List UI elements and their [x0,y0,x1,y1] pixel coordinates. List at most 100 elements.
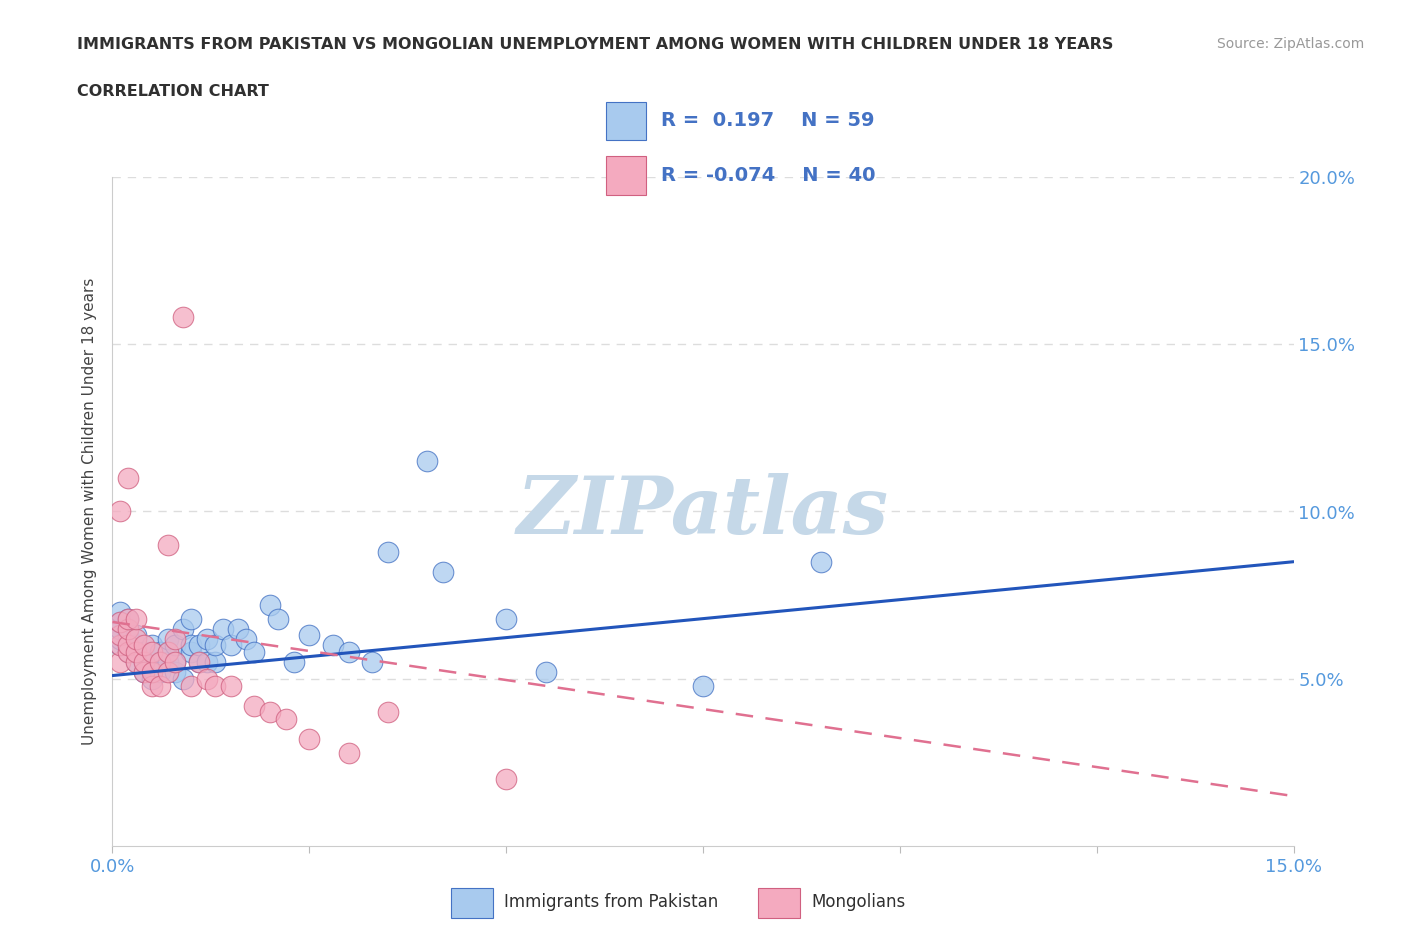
Point [125,628,148,643]
Point [534,665,557,680]
Point [337,745,360,760]
Point [117,621,139,636]
Point [110,628,132,643]
Point [235,631,257,646]
Point [110,655,132,670]
Point [188,655,211,670]
Point [188,638,211,653]
Text: R =  0.197    N = 59: R = 0.197 N = 59 [661,112,875,130]
Point [377,544,399,559]
Point [165,655,187,670]
Point [156,644,179,659]
Bar [606,101,645,140]
Point [132,638,155,653]
Point [141,678,163,693]
Point [219,638,242,653]
Point [172,310,194,325]
Point [416,454,439,469]
Point [132,665,155,680]
Point [141,655,163,670]
Point [149,678,172,693]
Point [125,644,148,659]
Point [117,638,139,653]
Point [243,644,266,659]
Point [180,678,202,693]
Point [132,655,155,670]
Point [110,621,132,636]
Point [195,671,218,686]
Point [110,504,132,519]
Point [165,665,187,680]
Point [110,631,132,646]
Point [125,644,148,659]
Point [110,615,132,630]
Point [132,644,155,659]
Point [125,631,148,646]
Point [132,665,155,680]
Point [810,554,832,569]
Point [211,621,233,636]
Point [125,655,148,670]
Point [259,598,281,613]
Point [180,638,202,653]
Point [298,628,321,643]
Point [117,611,139,626]
Text: ZIPatlas: ZIPatlas [517,472,889,551]
Point [117,471,139,485]
Text: CORRELATION CHART: CORRELATION CHART [77,84,269,99]
Point [141,661,163,676]
Point [117,628,139,643]
Point [283,655,305,670]
Point [195,655,218,670]
Point [110,638,132,653]
Point [156,631,179,646]
Point [117,644,139,659]
Point [377,705,399,720]
Point [117,638,139,653]
Bar [451,888,492,919]
Text: IMMIGRANTS FROM PAKISTAN VS MONGOLIAN UNEMPLOYMENT AMONG WOMEN WITH CHILDREN UND: IMMIGRANTS FROM PAKISTAN VS MONGOLIAN UN… [77,37,1114,52]
Point [219,678,242,693]
Point [204,678,226,693]
Point [172,621,194,636]
Point [361,655,384,670]
Point [156,644,179,659]
Point [165,631,187,646]
Text: Mongolians: Mongolians [811,893,905,911]
Point [149,655,172,670]
Y-axis label: Unemployment Among Women with Children Under 18 years: Unemployment Among Women with Children U… [82,278,97,745]
Point [298,732,321,747]
Bar [758,888,800,919]
Point [243,698,266,713]
Text: Source: ZipAtlas.com: Source: ZipAtlas.com [1216,37,1364,51]
Point [204,655,226,670]
Point [432,565,454,579]
Point [165,638,187,653]
Point [267,611,290,626]
Point [188,655,211,670]
Point [180,644,202,659]
Point [195,631,218,646]
Point [141,671,163,686]
Point [110,638,132,653]
Point [149,644,172,659]
Point [132,655,155,670]
Text: Immigrants from Pakistan: Immigrants from Pakistan [505,893,718,911]
Point [125,611,148,626]
Point [156,665,179,680]
Point [692,678,714,693]
Point [141,665,163,680]
Point [172,671,194,686]
Point [322,638,344,653]
Point [274,711,297,726]
Point [495,611,517,626]
Point [156,655,179,670]
Point [141,644,163,659]
Point [110,604,132,619]
Point [141,638,163,653]
Bar [606,156,645,194]
Point [117,611,139,626]
Point [495,772,517,787]
Point [149,665,172,680]
Point [117,644,139,659]
